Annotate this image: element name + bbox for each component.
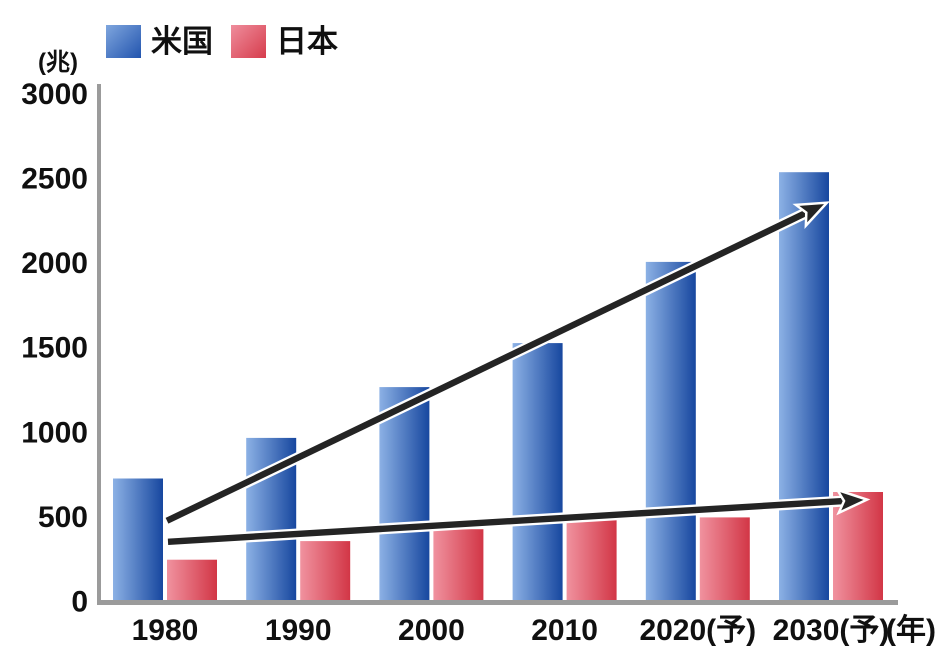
legend-item-us: 米国 xyxy=(106,25,213,58)
japan-trend-arrow-shaft xyxy=(167,497,846,545)
bar-japan-1980 xyxy=(167,559,217,603)
y-axis-line xyxy=(97,84,101,605)
x-axis-label-2030: 2030(予) xyxy=(773,614,890,647)
x-axis-label-2020: 2020(予) xyxy=(639,614,756,647)
y-tick-label-1500: 1500 xyxy=(21,332,88,365)
y-tick-label-3000: 3000 xyxy=(21,78,88,111)
x-axis-label-2010: 2010 xyxy=(531,614,598,647)
bar-japan-2020(予) xyxy=(699,517,750,603)
y-axis-unit-label: (兆) xyxy=(38,49,78,76)
y-tick-label-500: 500 xyxy=(38,501,88,534)
x-axis-label-2000: 2000 xyxy=(398,614,465,647)
bar-us-2020(予) xyxy=(645,261,696,603)
bar-japan-2000 xyxy=(433,529,484,603)
x-axis-label-1980: 1980 xyxy=(132,614,199,647)
us-trend-arrow-head xyxy=(792,201,831,229)
legend-item-japan: 日本 xyxy=(231,25,338,58)
x-axis-line xyxy=(97,600,898,605)
bar-us-2000 xyxy=(379,387,430,603)
x-axis-unit-label: (年) xyxy=(886,614,936,647)
legend-swatch-japan xyxy=(231,25,266,58)
legend-label-us: 米国 xyxy=(151,24,213,59)
bar-us-2030(予) xyxy=(779,172,829,603)
y-tick-label-0: 0 xyxy=(71,586,88,619)
bar-us-2010 xyxy=(512,343,563,603)
x-axis-label-1990: 1990 xyxy=(265,614,332,647)
y-tick-label-1000: 1000 xyxy=(21,416,88,449)
bar-japan-2010 xyxy=(566,519,617,603)
legend: 米国 日本 xyxy=(106,25,338,58)
legend-swatch-us xyxy=(106,25,141,58)
y-tick-label-2000: 2000 xyxy=(21,247,88,280)
legend-label-japan: 日本 xyxy=(276,24,338,59)
y-tick-label-2500: 2500 xyxy=(21,163,88,196)
bar-japan-1990 xyxy=(300,541,351,603)
us-trend-arrow-shaft xyxy=(165,209,809,524)
japan-trend-arrow-head xyxy=(834,487,871,516)
bar-us-1980 xyxy=(113,478,163,603)
